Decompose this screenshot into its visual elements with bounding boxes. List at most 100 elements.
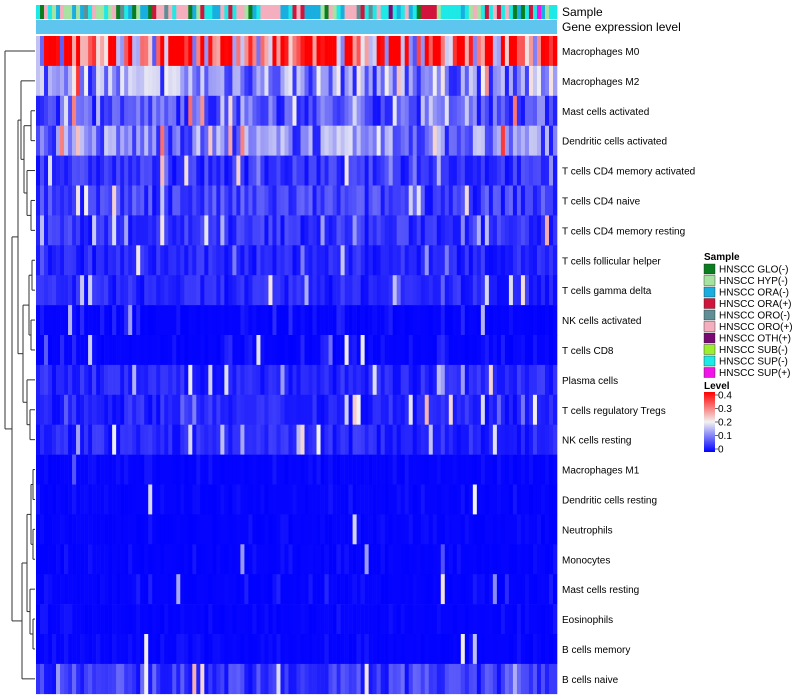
heatmap-cell xyxy=(232,36,237,67)
heatmap-cell xyxy=(344,364,349,396)
heatmap-cell xyxy=(212,65,217,97)
heatmap-cell xyxy=(196,424,201,455)
heatmap-cell xyxy=(132,155,137,186)
heatmap-cell xyxy=(488,454,494,485)
heatmap-cell xyxy=(540,305,546,336)
heatmap-cell xyxy=(264,514,269,545)
heatmap-cell xyxy=(408,275,414,306)
heatmap-cell xyxy=(36,514,41,545)
heatmap-cell xyxy=(116,245,121,276)
heatmap-cell xyxy=(52,185,57,216)
heatmap-cell xyxy=(104,155,109,186)
heatmap-cell xyxy=(260,544,265,575)
heatmap-cell xyxy=(316,275,321,306)
heatmap-cell xyxy=(216,663,221,695)
heatmap-cell xyxy=(148,424,153,455)
heatmap-cell xyxy=(92,335,97,366)
heatmap-cell xyxy=(148,663,153,695)
heatmap-cell xyxy=(248,663,253,695)
heatmap-cell xyxy=(156,155,161,186)
heatmap-cell xyxy=(72,514,77,545)
heatmap-cell xyxy=(140,215,145,246)
heatmap-cell xyxy=(132,185,137,216)
heatmap-cell xyxy=(44,394,49,425)
heatmap-cell xyxy=(512,574,518,605)
heatmap-cell xyxy=(308,215,313,246)
heatmap-cell xyxy=(164,36,169,67)
heatmap-cell xyxy=(124,364,129,396)
heatmap-cell xyxy=(376,275,381,306)
heatmap-cell xyxy=(520,634,526,665)
heatmap-cell xyxy=(528,65,534,97)
heatmap-cell xyxy=(320,125,325,156)
heatmap-cell xyxy=(180,544,185,575)
heatmap-cell xyxy=(40,65,45,97)
heatmap-cell xyxy=(164,245,169,276)
heatmap-cell xyxy=(452,245,458,276)
heatmap-cell xyxy=(336,544,341,575)
heatmap-cell xyxy=(292,95,297,126)
heatmap-cell xyxy=(104,215,109,246)
heatmap-cell xyxy=(192,514,197,545)
heatmap-cell xyxy=(172,544,177,575)
level-legend-tick-label: 0.2 xyxy=(718,418,732,429)
heatmap-cell xyxy=(208,36,213,67)
heatmap-cell xyxy=(360,185,365,216)
heatmap-cell xyxy=(224,544,229,575)
sample-annotation-cell xyxy=(360,5,365,19)
heatmap-cell xyxy=(260,185,265,216)
heatmap-cell xyxy=(184,574,189,605)
heatmap-cell xyxy=(288,185,293,216)
heatmap-cell xyxy=(216,514,221,545)
heatmap-cell xyxy=(516,185,522,216)
heatmap-cell xyxy=(456,394,462,425)
heatmap-cell xyxy=(176,544,181,575)
heatmap-cell xyxy=(456,604,462,635)
heatmap-cell xyxy=(176,65,181,97)
heatmap-cell xyxy=(448,125,454,156)
heatmap-cell xyxy=(312,125,317,156)
heatmap-cell xyxy=(444,544,450,575)
heatmap-cell xyxy=(264,36,269,67)
heatmap-cell xyxy=(368,424,373,455)
heatmap-cell xyxy=(476,65,482,97)
heatmap-cell xyxy=(92,663,97,695)
heatmap-cell xyxy=(520,424,526,455)
sample-annotation-cell xyxy=(528,5,534,19)
heatmap-cell xyxy=(392,574,397,605)
heatmap-cell xyxy=(532,245,538,276)
heatmap-cell xyxy=(484,305,490,336)
heatmap-cell xyxy=(396,305,401,336)
heatmap-cell xyxy=(196,574,201,605)
heatmap-cell xyxy=(548,305,554,336)
row-label: Eosinophils xyxy=(562,615,613,626)
heatmap-cell xyxy=(324,275,329,306)
heatmap-cell xyxy=(308,424,313,455)
heatmap-cell xyxy=(552,574,558,605)
heatmap-cell xyxy=(452,544,458,575)
heatmap-cell xyxy=(284,215,289,246)
heatmap-cell xyxy=(428,95,434,126)
heatmap-cell xyxy=(456,454,462,485)
heatmap-cell xyxy=(236,65,241,97)
heatmap-cell xyxy=(296,544,301,575)
heatmap-cell xyxy=(140,185,145,216)
heatmap-cell xyxy=(256,185,261,216)
heatmap-cell xyxy=(444,394,450,425)
heatmap-cell xyxy=(404,604,410,635)
heatmap-cell xyxy=(392,454,397,485)
heatmap-cell xyxy=(156,275,161,306)
heatmap-cell xyxy=(212,305,217,336)
sample-annotation-cell xyxy=(248,5,253,19)
heatmap-cell xyxy=(524,36,530,67)
heatmap-cell xyxy=(164,215,169,246)
heatmap-cell xyxy=(364,335,369,366)
heatmap-cell xyxy=(44,155,49,186)
heatmap-cell xyxy=(144,125,149,156)
heatmap-cell xyxy=(356,634,361,665)
heatmap-cell xyxy=(236,36,241,67)
heatmap-cell xyxy=(340,574,345,605)
heatmap-cell xyxy=(308,484,313,515)
heatmap-cell xyxy=(400,484,406,515)
